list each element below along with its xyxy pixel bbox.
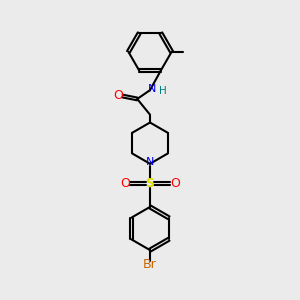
- Text: O: O: [120, 177, 130, 190]
- Text: N: N: [146, 157, 154, 167]
- Text: Br: Br: [143, 258, 157, 271]
- Text: S: S: [146, 177, 154, 190]
- Text: H: H: [159, 86, 166, 96]
- Text: O: O: [113, 88, 123, 101]
- Text: O: O: [170, 177, 180, 190]
- Text: N: N: [147, 84, 156, 94]
